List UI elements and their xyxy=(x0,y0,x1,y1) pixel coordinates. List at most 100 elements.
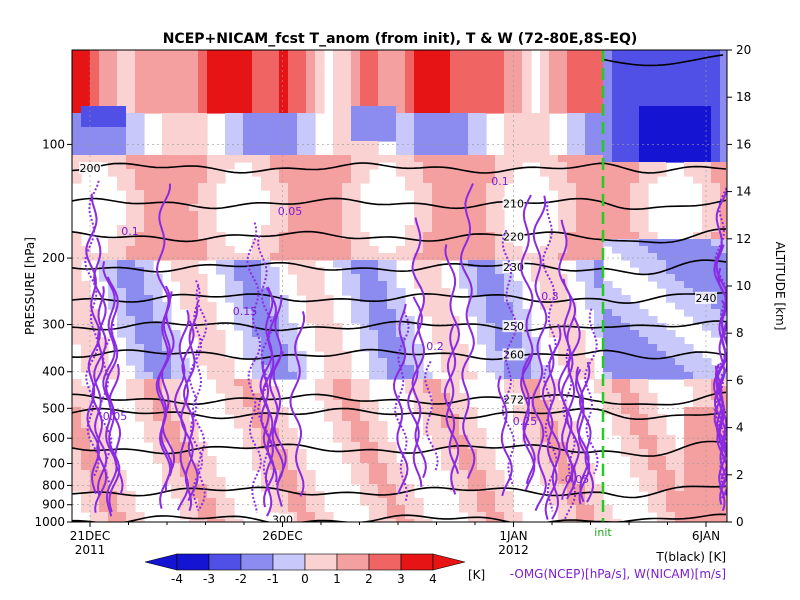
anomaly-cell-736 xyxy=(198,281,208,289)
anomaly-cell-39 xyxy=(72,407,82,415)
anomaly-cell-722 xyxy=(198,169,208,177)
anomaly-cell-1481 xyxy=(342,176,352,184)
anomaly-cell-3044 xyxy=(630,99,640,107)
colorbar-label-4: 0 xyxy=(301,572,309,586)
anomaly-cell-3530 xyxy=(711,169,721,177)
anomaly-cell-78 xyxy=(81,337,91,345)
anomaly-cell-2343 xyxy=(495,197,505,205)
anomaly-cell-3005 xyxy=(621,197,631,205)
anomaly-cell-118 xyxy=(90,309,100,317)
anomaly-cell-609 xyxy=(180,169,190,177)
anomaly-cell-2006 xyxy=(441,99,451,107)
velocity-contour-32 xyxy=(520,194,536,491)
anomaly-cell-208 xyxy=(108,274,118,282)
anomaly-cell-3262 xyxy=(666,120,676,128)
anomaly-cell-2783 xyxy=(576,512,586,520)
anomaly-cell-202 xyxy=(108,169,118,177)
anomaly-cell-73 xyxy=(81,302,91,310)
anomaly-cell-1690 xyxy=(378,253,388,261)
anomaly-cell-2385 xyxy=(504,106,514,114)
anomaly-cell-1502 xyxy=(342,379,352,387)
anomaly-cell-1845 xyxy=(405,484,415,492)
anomaly-cell-2656 xyxy=(558,344,568,352)
anomaly-cell-2553 xyxy=(540,274,550,282)
anomaly-cell-1302 xyxy=(306,141,316,149)
anomaly-cell-3233 xyxy=(657,358,667,366)
anomaly-cell-948 xyxy=(243,414,253,422)
anomaly-cell-1236 xyxy=(288,505,298,513)
velocity-label-3: 0.2 xyxy=(426,340,444,353)
anomaly-cell-2810 xyxy=(585,225,595,233)
anomaly-cell-670 xyxy=(189,197,199,205)
anomaly-cell-862 xyxy=(225,281,235,289)
anomaly-cell-3118 xyxy=(639,225,649,233)
anomaly-cell-155 xyxy=(99,120,109,128)
anomaly-cell-3434 xyxy=(693,421,703,429)
anomaly-cell-392 xyxy=(144,190,154,198)
anomaly-cell-3345 xyxy=(684,85,694,93)
anomaly-cell-2572 xyxy=(540,463,550,471)
anomaly-cell-3377 xyxy=(684,421,694,429)
anomaly-cell-2120 xyxy=(459,127,469,135)
anomaly-cell-1484 xyxy=(342,197,352,205)
anomaly-cell-3534 xyxy=(711,197,721,205)
anomaly-cell-1539 xyxy=(351,225,361,233)
anomaly-cell-2973 xyxy=(612,365,622,373)
anomaly-cell-3618 xyxy=(720,337,727,345)
anomaly-cell-3597 xyxy=(720,190,727,198)
anomaly-cell-1928 xyxy=(423,253,433,261)
anomaly-cell-2712 xyxy=(567,337,577,345)
anomaly-cell-627 xyxy=(180,295,190,303)
anomaly-cell-2062 xyxy=(450,106,460,114)
anomaly-cell-1410 xyxy=(324,400,334,408)
anomaly-cell-1678 xyxy=(378,64,388,72)
anomaly-cell-590 xyxy=(171,484,181,492)
velocity-contour-16 xyxy=(268,295,285,486)
anomaly-cell-3053 xyxy=(630,162,640,170)
anomaly-cell-3313 xyxy=(675,239,685,247)
anomaly-cell-3303 xyxy=(675,92,685,100)
anomaly-cell-2771 xyxy=(576,365,586,373)
anomaly-cell-3068 xyxy=(630,302,640,310)
anomaly-cell-1888 xyxy=(414,365,424,373)
anomaly-cell-941 xyxy=(243,344,253,352)
anomaly-cell-2303 xyxy=(486,274,496,282)
anomaly-cell-165 xyxy=(99,337,109,345)
anomaly-cell-2649 xyxy=(558,295,568,303)
anomaly-cell-1701 xyxy=(378,330,388,338)
anomaly-cell-3295 xyxy=(666,512,676,520)
anomaly-cell-1949 xyxy=(432,64,442,72)
anomaly-cell-1304 xyxy=(306,155,316,163)
anomaly-cell-3279 xyxy=(666,344,676,352)
anomaly-cell-3609 xyxy=(720,274,727,282)
anomaly-cell-255 xyxy=(117,288,127,296)
anomaly-cell-1844 xyxy=(405,386,415,394)
anomaly-cell-820 xyxy=(216,246,226,254)
anomaly-cell-2483 xyxy=(522,309,532,317)
anomaly-cell-50 xyxy=(72,484,82,492)
anomaly-cell-1478 xyxy=(342,155,352,163)
anomaly-cell-2156 xyxy=(459,449,469,457)
anomaly-cell-274 xyxy=(126,78,136,86)
anomaly-cell-1209 xyxy=(288,218,298,226)
anomaly-cell-2692 xyxy=(567,155,577,163)
anomaly-cell-1458 xyxy=(333,407,343,415)
anomaly-cell-2326 xyxy=(486,512,496,520)
anomaly-cell-2807 xyxy=(585,204,595,212)
anomaly-cell-3087 xyxy=(630,435,640,443)
velocity-contour-26 xyxy=(444,244,461,495)
anomaly-cell-829 xyxy=(216,365,226,373)
anomaly-cell-1163 xyxy=(279,344,289,352)
anomaly-cell-2048 xyxy=(441,428,451,436)
anomaly-cell-2274 xyxy=(477,505,487,513)
temperature-contour-label-bg-300 xyxy=(271,513,294,522)
anomaly-cell-2717 xyxy=(567,372,577,380)
anomaly-cell-1651 xyxy=(369,330,379,338)
anomaly-cell-697 xyxy=(189,470,199,478)
x-year-label-2011: 2011 xyxy=(75,543,106,557)
anomaly-cell-647 xyxy=(180,505,190,513)
anomaly-cell-359 xyxy=(135,302,145,310)
anomaly-cell-1275 xyxy=(297,358,307,366)
anomaly-cell-1789 xyxy=(396,302,406,310)
anomaly-cell-1390 xyxy=(324,225,334,233)
